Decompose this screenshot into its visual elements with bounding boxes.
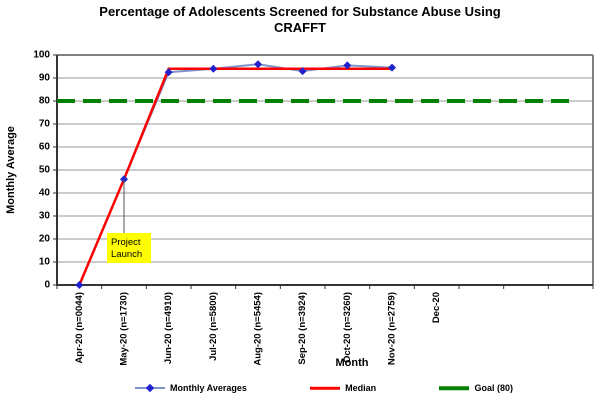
annotation-text: Project bbox=[111, 237, 141, 248]
data-point-marker bbox=[164, 68, 173, 77]
y-axis-title: Monthly Average bbox=[5, 126, 17, 214]
chart-title-line2: CRAFFT bbox=[274, 20, 326, 35]
legend-item-monthly-averages: Monthly Averages bbox=[135, 383, 247, 393]
annotation-text: Launch bbox=[111, 249, 142, 260]
legend-label-median: Median bbox=[345, 383, 377, 393]
legend-label-monthly-averages: Monthly Averages bbox=[170, 383, 247, 393]
y-tick-label: 90 bbox=[39, 73, 51, 84]
y-tick-label: 30 bbox=[39, 211, 51, 222]
data-point-marker bbox=[75, 281, 84, 289]
y-tick-label: 60 bbox=[39, 142, 51, 153]
x-tick-label: Dec-20 bbox=[431, 292, 442, 323]
x-tick-label: Oct-20 (n=3260) bbox=[342, 292, 353, 363]
data-point-marker bbox=[298, 67, 307, 76]
x-axis-title: Month bbox=[336, 357, 369, 369]
legend-item-goal: Goal (80) bbox=[439, 383, 513, 393]
data-point-marker bbox=[254, 60, 262, 69]
y-tick-label: 70 bbox=[39, 119, 51, 130]
legend: Monthly Averages Median Goal (80) bbox=[135, 383, 513, 393]
x-tick-label: Apr-20 (n=0044) bbox=[74, 292, 85, 364]
chart-title-line1: Percentage of Adolescents Screened for S… bbox=[99, 4, 501, 19]
y-tick-label: 20 bbox=[39, 234, 51, 245]
median-line bbox=[78, 67, 392, 286]
data-point-marker bbox=[209, 64, 218, 73]
x-tick-label: Jul-20 (n=5800) bbox=[208, 292, 219, 361]
goal-swatch-icon bbox=[439, 384, 470, 393]
annotation-box bbox=[107, 233, 151, 263]
y-tick-label: 10 bbox=[39, 257, 51, 268]
chart-title: Percentage of Adolescents Screened for S… bbox=[0, 4, 600, 36]
monthly-averages-swatch-icon bbox=[135, 383, 165, 393]
y-tick-label: 40 bbox=[39, 188, 51, 199]
x-tick-label: Nov-20 (n=2759) bbox=[387, 292, 398, 365]
y-tick-label: 80 bbox=[39, 96, 51, 107]
y-tick-label: 0 bbox=[44, 280, 50, 291]
y-tick-label: 50 bbox=[39, 165, 51, 176]
median-swatch-icon bbox=[310, 384, 341, 393]
data-point-marker bbox=[343, 61, 352, 70]
legend-label-goal: Goal (80) bbox=[474, 383, 513, 393]
x-tick-label: Sep-20 (n=3924) bbox=[297, 292, 308, 365]
x-tick-label: Jun-20 (n=4910) bbox=[163, 292, 174, 364]
x-tick-label: Aug-20 (n=5454) bbox=[253, 292, 264, 366]
y-tick-label: 100 bbox=[33, 50, 50, 61]
x-tick-label: May-20 (n=1730) bbox=[119, 292, 130, 366]
data-point-marker bbox=[388, 63, 396, 72]
legend-item-median: Median bbox=[310, 383, 376, 393]
